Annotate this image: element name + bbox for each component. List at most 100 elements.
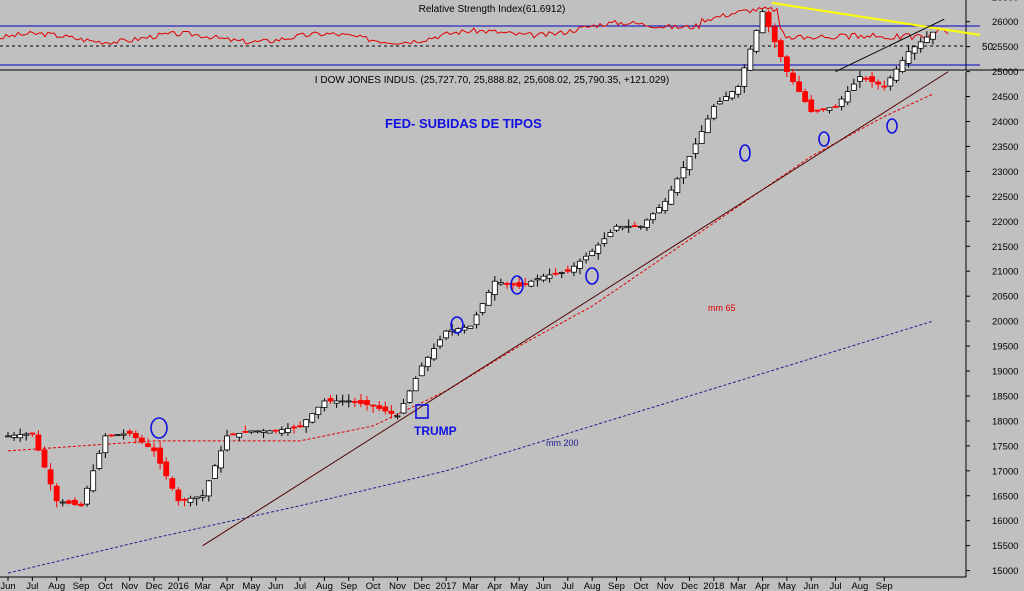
candle-body — [826, 107, 833, 111]
x-tick-label: Jun — [0, 581, 15, 591]
candle-body — [205, 480, 212, 497]
candle-body — [382, 406, 389, 412]
candle-body — [65, 500, 72, 504]
x-tick-label: Apr — [220, 581, 235, 591]
trendlines-group — [202, 18, 949, 547]
rsi-trendline — [771, 2, 981, 36]
x-tick-label: Sep — [73, 581, 90, 591]
y-tick-label: 22500 — [992, 192, 1018, 203]
candle-body — [248, 430, 255, 433]
candle-body — [899, 59, 906, 72]
y-tick-label: 23000 — [992, 167, 1018, 178]
y-tick-label: 20000 — [992, 317, 1018, 328]
headline-annotation: FED- SUBIDAS DE TIPOS — [385, 116, 542, 131]
candle-body — [796, 81, 802, 92]
y-tick-label: 17500 — [992, 441, 1018, 452]
candle-body — [735, 86, 742, 95]
candle-body — [199, 495, 206, 498]
y-tick-label: 21000 — [992, 267, 1018, 278]
candle-body — [698, 131, 705, 144]
rsi-title: Relative Strength Index(61.6912) — [419, 4, 566, 15]
candle-body — [844, 91, 851, 103]
highlight-circle — [450, 316, 464, 334]
highlight-circle — [886, 118, 898, 134]
candle-body — [23, 433, 30, 436]
candle-body — [364, 400, 370, 406]
candle-body — [145, 443, 151, 447]
candle-body — [53, 485, 60, 502]
mm200-label: mm 200 — [546, 438, 579, 448]
candle-body — [595, 244, 602, 254]
x-tick-label: Mar — [195, 581, 211, 591]
candle-body — [917, 41, 924, 49]
candle-body — [790, 72, 796, 82]
candle-body — [674, 178, 681, 193]
candle-body — [631, 225, 638, 228]
trump-marker-box — [415, 404, 429, 419]
x-tick-label: May — [778, 581, 796, 591]
x-tick-label: Oct — [98, 581, 113, 591]
candle-body — [84, 487, 91, 505]
highlight-circle — [585, 267, 599, 285]
candle-body — [376, 405, 383, 409]
candle-body — [710, 106, 717, 119]
candle-body — [467, 325, 474, 329]
trendline — [835, 18, 945, 73]
x-tick-label: Aug — [48, 581, 65, 591]
y-tick-label: 16000 — [992, 516, 1018, 527]
y-tick-label: 25500 — [992, 42, 1018, 53]
candle-body — [802, 91, 809, 102]
candle-body — [151, 447, 157, 452]
x-tick-label: Jul — [562, 581, 574, 591]
candle-body — [388, 410, 395, 414]
candle-body — [120, 433, 127, 436]
candle-body — [717, 101, 723, 105]
trendline — [202, 71, 949, 547]
y-tick-label: 19500 — [992, 342, 1018, 353]
candle-body — [704, 118, 711, 134]
annotations: FED- SUBIDAS DE TIPOS TRUMP mm 65 mm 200 — [150, 116, 898, 448]
x-tick-label: Jun — [536, 581, 551, 591]
candle-body — [783, 56, 790, 73]
candle-body — [814, 109, 821, 112]
candle-body — [540, 275, 547, 281]
x-tick-label: Apr — [487, 581, 502, 591]
y-tick-label: 23500 — [992, 142, 1018, 153]
candle-body — [132, 433, 139, 439]
candle-body — [175, 489, 182, 502]
candle-body — [303, 419, 310, 428]
x-axis-ticks: Jun Jul Aug Sep Oct Nov Dec 2016 Mar Apr May Jun Jul… — [0, 577, 893, 591]
candle-body — [59, 501, 66, 504]
x-tick-label: Jun — [804, 581, 819, 591]
candle-body — [102, 435, 109, 454]
y-tick-label: 21500 — [992, 242, 1018, 253]
x-tick-label: Oct — [366, 581, 381, 591]
candle-body — [863, 77, 869, 80]
ma65-line-group — [7, 93, 934, 452]
x-tick-label: Sep — [608, 581, 625, 591]
candle-body — [656, 207, 662, 214]
rsi-panel: Relative Strength Index(61.6912) 50 — [0, 2, 994, 66]
candles-group — [5, 9, 936, 508]
candle-body — [41, 449, 48, 468]
ma200-line-group — [7, 320, 934, 574]
candle-body — [394, 415, 401, 418]
candle-body — [516, 282, 523, 287]
candle-body — [169, 478, 176, 489]
candle-body — [315, 406, 322, 415]
highlight-circle — [510, 275, 524, 295]
x-tick-label: Dec — [681, 581, 698, 591]
x-tick-label: Aug — [584, 581, 601, 591]
y-axis-ticks: 15000 15500 16000 16500 17000 17500 18000 18500… — [966, 0, 1018, 577]
candle-body — [431, 348, 437, 360]
candle-body — [923, 36, 930, 43]
candle-body — [272, 429, 279, 432]
candle-body — [838, 98, 845, 107]
candle-body — [345, 400, 352, 403]
candle-body — [771, 26, 778, 43]
y-tick-label: 26000 — [992, 17, 1018, 28]
rsi-level-label: 50 — [982, 42, 994, 53]
candle-body — [163, 461, 170, 477]
rsi-line — [0, 6, 949, 45]
candle-body — [528, 280, 535, 287]
